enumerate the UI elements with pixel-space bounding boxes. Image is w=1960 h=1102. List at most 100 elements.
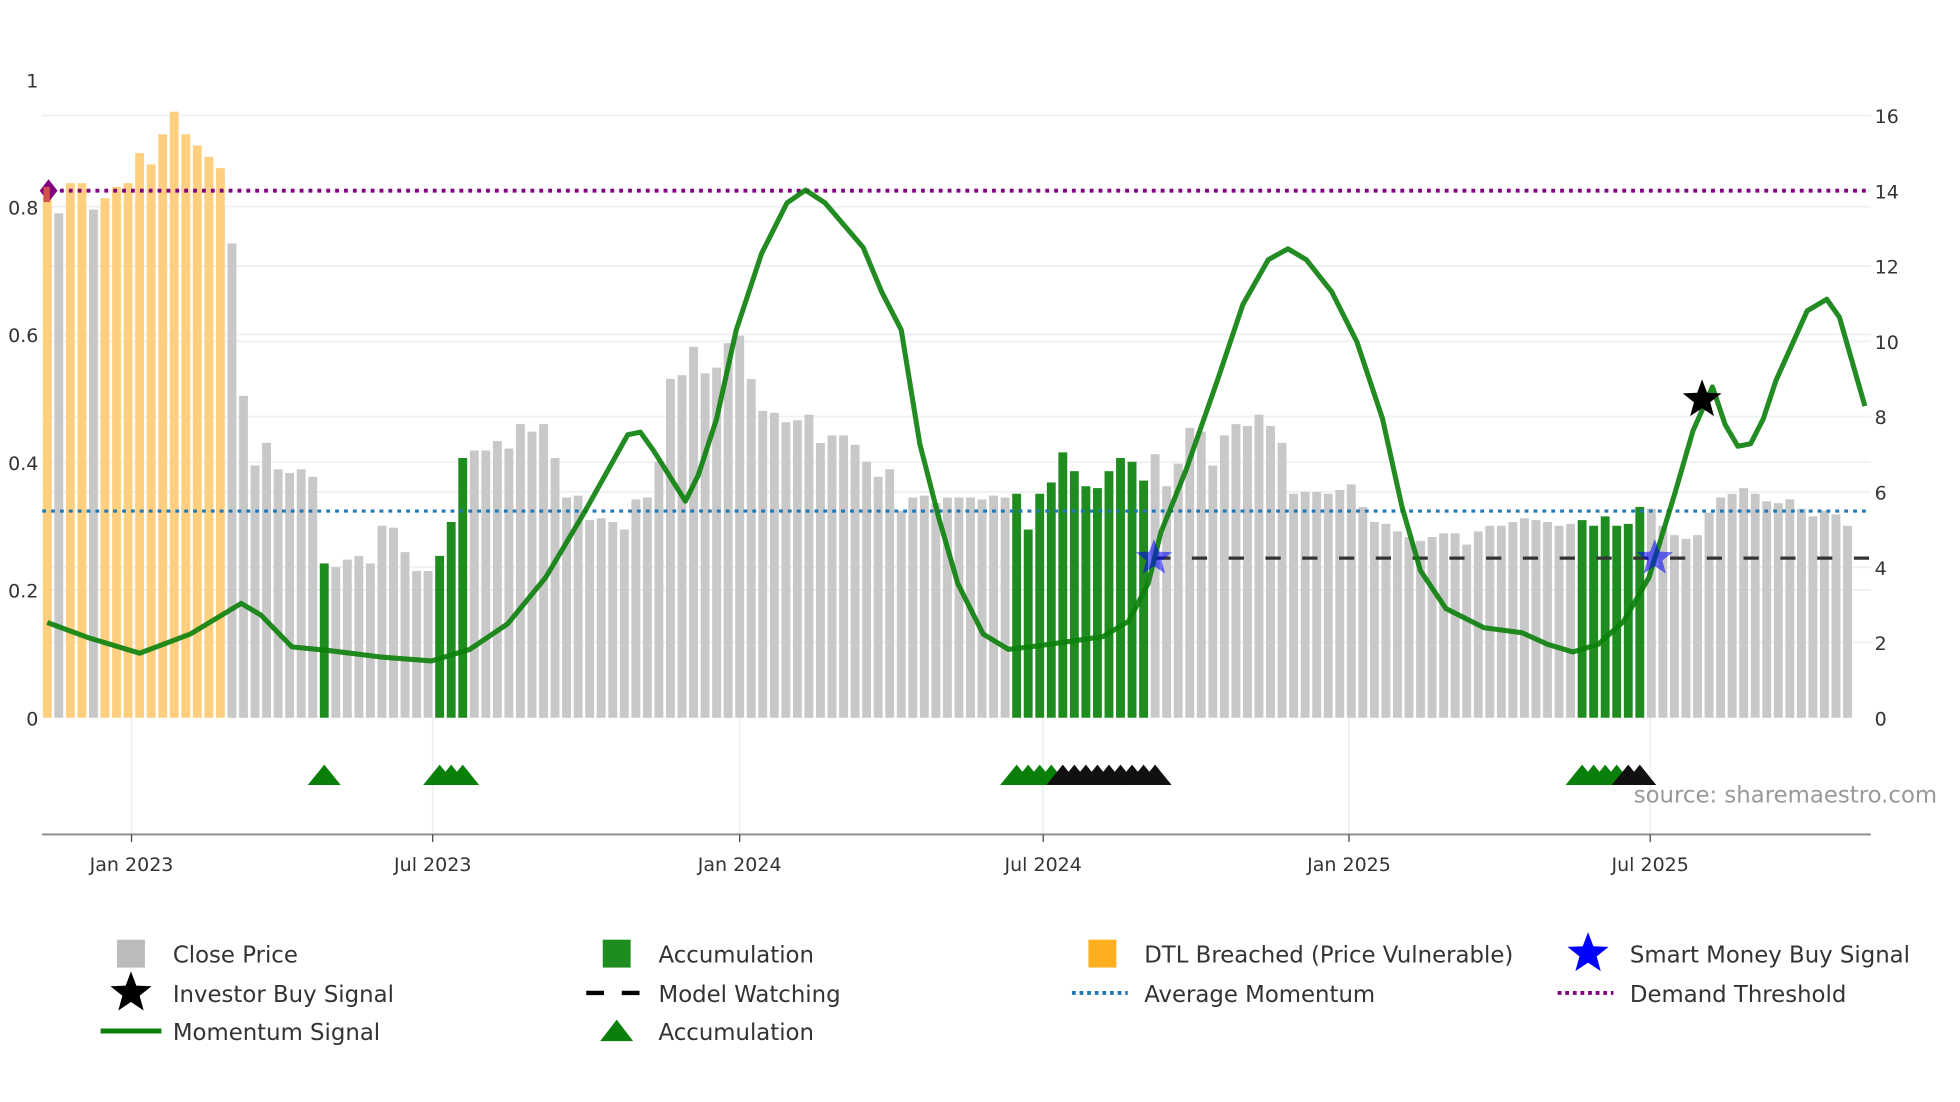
close-price-bar — [712, 367, 722, 718]
legend-label: Accumulation — [659, 1020, 814, 1046]
close-price-bar — [1219, 435, 1229, 718]
close-price-bar — [354, 555, 364, 718]
close-price-bar — [1381, 523, 1391, 718]
close-price-bar — [1208, 465, 1218, 718]
close-price-bar — [1266, 425, 1275, 718]
dtl-breached-bar — [146, 164, 156, 718]
right-tick-label: 2 — [1875, 633, 1887, 655]
close-price-bar — [585, 520, 595, 718]
dtl-breached-bar — [169, 111, 179, 718]
close-price-bar — [1300, 491, 1310, 718]
close-price-bar — [1393, 531, 1402, 718]
grid — [42, 114, 1871, 835]
right-tick-label: 4 — [1875, 558, 1887, 580]
momentum-layer — [46, 187, 1868, 664]
close-price-bar — [285, 473, 295, 718]
legend-smart-money-star-icon — [1567, 932, 1609, 972]
close-price-bar — [1773, 503, 1783, 718]
close-price-bar — [816, 442, 825, 718]
close-price-bar — [469, 450, 479, 718]
close-price-bar — [1727, 493, 1737, 718]
legend-item: Momentum Signal — [100, 1020, 380, 1046]
accumulation-bar — [1081, 486, 1091, 718]
accumulation-triangle-icon — [446, 764, 480, 785]
close-price-bar — [1231, 424, 1241, 718]
legend-triangle-icon — [600, 1019, 634, 1042]
close-price-bar — [481, 450, 491, 718]
close-price-bar — [1669, 535, 1679, 718]
close-price-bar — [1820, 510, 1829, 718]
close-price-bar — [54, 213, 64, 718]
close-price-bar — [1531, 520, 1541, 718]
close-price-bar — [239, 395, 248, 718]
close-price-bar — [539, 424, 548, 718]
legend-label: Model Watching — [659, 982, 841, 1008]
price-bars — [42, 111, 1852, 718]
close-price-bar — [527, 431, 537, 718]
close-price-bar — [792, 420, 802, 718]
x-tick-label: Jan 2023 — [89, 854, 174, 876]
close-price-bar — [608, 521, 618, 718]
left-tick-label: 0.2 — [8, 581, 38, 603]
close-price-bar — [250, 465, 260, 718]
left-tick-label: 0.4 — [8, 453, 38, 475]
close-price-bar — [308, 476, 318, 718]
legend-gray-bar-icon — [117, 939, 145, 968]
close-price-bar — [1543, 521, 1552, 718]
smart-money-buy-star-icon — [1135, 539, 1173, 574]
dtl-marker — [43, 186, 50, 203]
model-watching-triangle-icon — [1623, 764, 1657, 785]
close-price-bar — [723, 343, 733, 718]
close-price-bar — [954, 497, 964, 718]
accumulation-bar — [319, 563, 329, 718]
close-price-bar — [666, 378, 675, 718]
legend-item: Accumulation — [602, 939, 814, 969]
close-price-bar — [1785, 499, 1795, 718]
x-tick-label: Jan 2024 — [697, 854, 782, 876]
accumulation-bar — [1023, 529, 1033, 718]
accumulation-bar — [1035, 493, 1045, 718]
close-price-bar — [331, 567, 341, 718]
legend-orange-bar-icon — [1088, 939, 1117, 968]
source-label: source: sharemaestro.com — [1634, 783, 1937, 809]
dtl-breached-bar — [158, 134, 168, 718]
legend-item: Average Momentum — [1071, 982, 1375, 1008]
close-price-bar — [89, 209, 98, 718]
close-price-bar — [1716, 497, 1726, 718]
close-price-bar — [654, 461, 664, 718]
close-price-bar — [850, 444, 860, 718]
close-price-bar — [1150, 454, 1160, 718]
close-price-bar — [1162, 486, 1172, 718]
close-price-bar — [873, 476, 883, 718]
close-price-bar — [1243, 425, 1252, 718]
close-price-bar — [1277, 442, 1287, 718]
close-price-bar — [1450, 533, 1460, 718]
accumulation-bar — [1092, 488, 1102, 718]
close-price-bar — [1808, 516, 1818, 718]
dtl-breached-bar — [77, 183, 87, 718]
legend-label: DTL Breached (Price Vulnerable) — [1144, 943, 1513, 969]
accumulation-bar — [1577, 520, 1587, 718]
close-price-bar — [377, 525, 387, 718]
close-price-bar — [862, 461, 872, 718]
legend-label: Average Momentum — [1144, 982, 1375, 1008]
close-price-bar — [1831, 514, 1841, 718]
accumulation-bar — [1600, 516, 1610, 718]
close-price-bar — [1289, 493, 1299, 718]
close-price-bar — [365, 563, 375, 718]
close-price-bar — [1439, 533, 1449, 718]
close-price-bar — [1427, 537, 1437, 718]
close-price-bar — [919, 495, 929, 718]
accumulation-bar — [1139, 480, 1149, 718]
close-price-bar — [1750, 493, 1760, 718]
close-price-bar — [342, 559, 352, 718]
left-tick-label: 0.6 — [8, 325, 38, 347]
close-price-bar — [1173, 463, 1183, 718]
legend-label: Momentum Signal — [173, 1020, 380, 1046]
legend-label: Accumulation — [659, 943, 814, 969]
close-price-bar — [504, 448, 514, 718]
legend-label: Investor Buy Signal — [173, 982, 394, 1008]
close-price-bar — [262, 442, 271, 718]
accumulation-triangle-icon — [307, 764, 341, 785]
accumulation-bar — [1589, 525, 1599, 718]
